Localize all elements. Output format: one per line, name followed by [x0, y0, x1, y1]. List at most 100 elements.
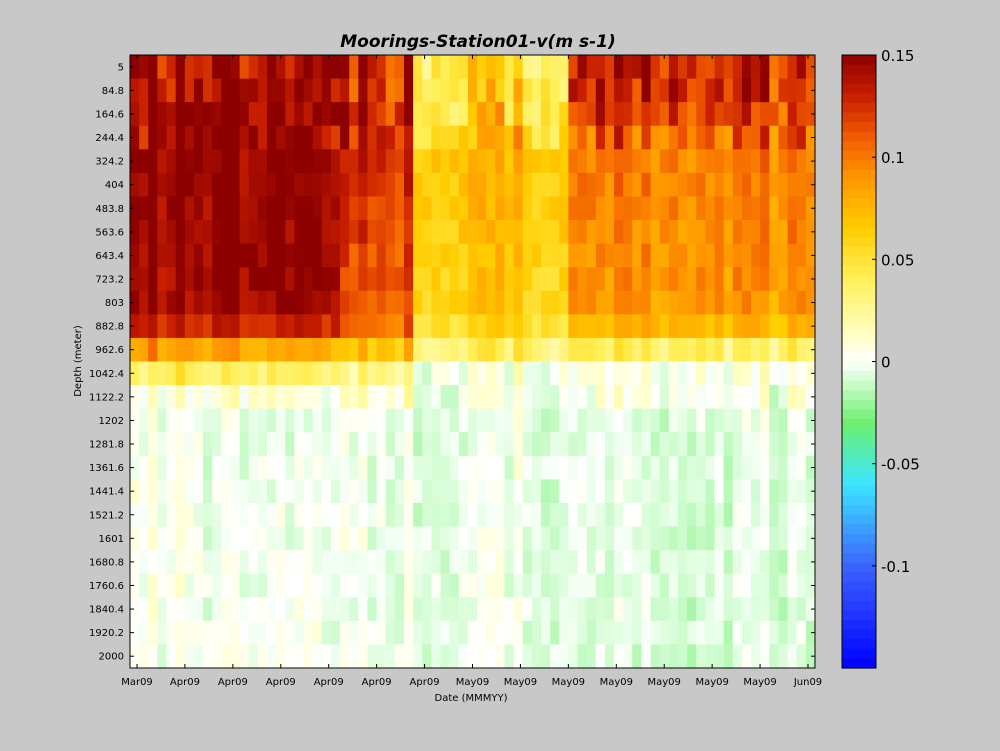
- heatmap-cell: [559, 172, 569, 198]
- colorbar-segment: [842, 102, 876, 114]
- heatmap-cell: [678, 243, 688, 268]
- heatmap-cell: [312, 597, 323, 622]
- heatmap-cell: [550, 408, 560, 433]
- heatmap-cell: [376, 361, 387, 386]
- colorbar-segment: [842, 591, 876, 602]
- heatmap-cell: [668, 196, 679, 221]
- heatmap-cell: [139, 361, 149, 386]
- heatmap-cell: [422, 432, 432, 457]
- heatmap-cell: [422, 55, 432, 80]
- heatmap-cell: [221, 479, 232, 504]
- heatmap-cell: [303, 102, 314, 127]
- heatmap-cell: [586, 125, 597, 150]
- heatmap-cell: [221, 149, 232, 174]
- heatmap-cell: [504, 337, 515, 363]
- heatmap-cell: [778, 502, 789, 528]
- heatmap-cell: [751, 455, 761, 480]
- heatmap-cell: [604, 220, 615, 245]
- heatmap-cell: [221, 290, 232, 315]
- heatmap-cell: [257, 385, 268, 410]
- heatmap-cell: [778, 267, 789, 292]
- heatmap-cell: [467, 432, 478, 457]
- heatmap-cell: [458, 220, 469, 245]
- heatmap-cell: [358, 220, 369, 245]
- heatmap-cell: [687, 149, 697, 174]
- heatmap-cell: [513, 290, 524, 315]
- heatmap-cell: [413, 55, 423, 80]
- heatmap-cell: [440, 479, 451, 504]
- heatmap-cell: [805, 432, 816, 457]
- heatmap-cell: [550, 573, 560, 598]
- heatmap-cell: [449, 55, 460, 80]
- heatmap-cell: [787, 290, 798, 315]
- heatmap-cell: [769, 361, 780, 386]
- heatmap-cell: [349, 314, 359, 339]
- heatmap-cell: [404, 550, 414, 575]
- heatmap-cell: [166, 314, 177, 339]
- heatmap-cell: [413, 102, 423, 127]
- heatmap-cell: [623, 196, 633, 221]
- colorbar-segment: [842, 150, 876, 161]
- heatmap-cell: [413, 149, 423, 174]
- colorbar-segment: [842, 131, 876, 142]
- heatmap-cell: [678, 314, 688, 339]
- heatmap-cell: [312, 455, 323, 480]
- heatmap-cell: [513, 432, 524, 457]
- heatmap-cell: [422, 78, 432, 103]
- heatmap-cell: [522, 290, 533, 315]
- heatmap-cell: [805, 172, 816, 198]
- heatmap-cell: [705, 172, 716, 198]
- heatmap-cell: [668, 432, 679, 457]
- heatmap-cell: [376, 550, 387, 575]
- heatmap-cell: [769, 573, 780, 598]
- x-tick-label: May09: [743, 677, 776, 688]
- heatmap-cell: [568, 290, 579, 315]
- heatmap-cell: [723, 78, 734, 103]
- heatmap-cell: [769, 314, 780, 339]
- heatmap-cell: [285, 337, 295, 363]
- heatmap-cell: [404, 196, 414, 221]
- heatmap-cell: [705, 408, 716, 433]
- heatmap-cell: [239, 172, 250, 198]
- heatmap-cell: [394, 102, 405, 127]
- heatmap-cell: [614, 149, 624, 174]
- heatmap-cell: [732, 290, 743, 315]
- heatmap-cell: [586, 361, 597, 386]
- heatmap-cell: [175, 102, 186, 127]
- heatmap-cell: [623, 290, 633, 315]
- heatmap-cell: [130, 102, 140, 127]
- heatmap-cell: [139, 597, 149, 622]
- heatmap-cell: [422, 502, 432, 528]
- heatmap-cell: [577, 220, 588, 245]
- heatmap-cell: [376, 267, 387, 292]
- heatmap-cell: [267, 55, 277, 80]
- heatmap-cell: [477, 267, 487, 292]
- heatmap-cell: [413, 172, 423, 198]
- heatmap-cell: [230, 644, 241, 669]
- heatmap-cell: [531, 408, 542, 433]
- heatmap-cell: [778, 172, 789, 198]
- heatmap-cell: [486, 361, 496, 386]
- heatmap-cell: [495, 550, 506, 575]
- heatmap-cell: [203, 149, 213, 174]
- heatmap-cell: [595, 55, 606, 80]
- heatmap-cell: [586, 502, 597, 528]
- heatmap-cell: [778, 78, 789, 103]
- heatmap-cell: [467, 149, 478, 174]
- heatmap-cell: [696, 361, 706, 386]
- heatmap-cell: [678, 149, 688, 174]
- heatmap-cell: [184, 337, 195, 363]
- heatmap-cell: [486, 243, 496, 268]
- heatmap-cell: [166, 102, 177, 127]
- heatmap-cell: [550, 385, 560, 410]
- heatmap-cell: [805, 502, 816, 528]
- heatmap-cell: [248, 479, 259, 504]
- heatmap-cell: [449, 102, 460, 127]
- heatmap-cell: [559, 432, 569, 457]
- y-tick-label: 1680.8: [89, 557, 124, 568]
- heatmap-cell: [358, 361, 369, 386]
- heatmap-cell: [586, 78, 597, 103]
- x-tick-label: May09: [552, 677, 585, 688]
- heatmap-cell: [687, 172, 697, 198]
- heatmap-cell: [614, 432, 624, 457]
